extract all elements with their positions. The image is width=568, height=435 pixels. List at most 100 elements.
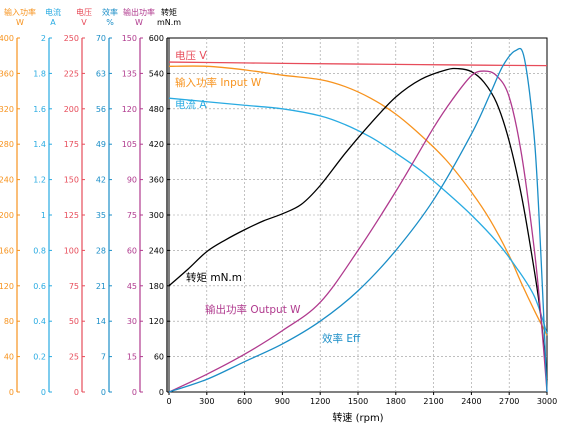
- y-tick-label-input_power: 80: [4, 317, 14, 326]
- y-tick-label-output_power: 105: [122, 140, 137, 149]
- y-tick-label-voltage: 175: [64, 140, 79, 149]
- y-tick-label-output_power: 30: [127, 317, 137, 326]
- y-axis-unit-voltage: V: [81, 18, 87, 27]
- y-tick-label-efficiency: 21: [96, 282, 106, 291]
- y-tick-label-voltage: 75: [69, 282, 79, 291]
- y-tick-label-efficiency: 49: [96, 140, 106, 149]
- y-tick-label-input_power: 320: [0, 105, 14, 114]
- y-tick-label-output_power: 15: [127, 353, 137, 362]
- series-annotation: 电流 A: [175, 98, 207, 111]
- y-tick-label-current: 0.6: [33, 282, 46, 291]
- y-tick-label-voltage: 100: [64, 246, 79, 255]
- x-tick-label: 2100: [423, 397, 443, 406]
- y-tick-label-efficiency: 7: [101, 353, 106, 362]
- series-line-voltage: [168, 61, 548, 67]
- y-tick-label-voltage: 225: [64, 69, 79, 78]
- y-tick-label-torque: 420: [149, 140, 164, 149]
- series-annotation: 转矩 mN.m: [186, 271, 242, 284]
- y-tick-label-current: 1.6: [33, 105, 46, 114]
- x-tick-label: 0: [166, 397, 171, 406]
- y-tick-label-efficiency: 35: [96, 211, 106, 220]
- y-tick-label-input_power: 120: [0, 282, 14, 291]
- y-tick-label-efficiency: 42: [96, 176, 106, 185]
- y-tick-label-torque: 600: [149, 34, 164, 43]
- y-tick-label-voltage: 200: [64, 105, 79, 114]
- series-line-torque: [168, 67, 548, 381]
- series-line-efficiency: [168, 47, 548, 393]
- y-axis-unit-current: A: [50, 18, 56, 27]
- series-line-current: [168, 97, 548, 334]
- x-tick-label: 900: [275, 397, 290, 406]
- y-tick-label-efficiency: 28: [96, 246, 106, 255]
- y-tick-label-current: 0.8: [33, 246, 46, 255]
- y-tick-label-current: 1.4: [33, 140, 46, 149]
- x-tick-label: 3000: [537, 397, 557, 406]
- y-axis-header-torque: 转矩: [161, 7, 177, 17]
- y-tick-label-output_power: 45: [127, 282, 137, 291]
- y-tick-label-input_power: 0: [9, 388, 14, 397]
- y-axis-header-efficiency: 效率: [102, 7, 118, 17]
- y-tick-label-input_power: 400: [0, 34, 14, 43]
- y-tick-label-current: 1.2: [33, 176, 46, 185]
- y-tick-label-current: 1.8: [33, 69, 46, 78]
- series-annotation: 输出功率 Output W: [205, 303, 301, 316]
- x-tick-label: 300: [199, 397, 214, 406]
- y-tick-label-output_power: 0: [132, 388, 137, 397]
- y-tick-label-torque: 300: [149, 211, 164, 220]
- y-tick-label-voltage: 125: [64, 211, 79, 220]
- y-tick-label-efficiency: 14: [96, 317, 106, 326]
- y-tick-label-efficiency: 0: [101, 388, 106, 397]
- y-tick-label-output_power: 120: [122, 105, 137, 114]
- y-tick-label-current: 1: [41, 211, 46, 220]
- y-tick-label-input_power: 40: [4, 353, 14, 362]
- x-tick-label: 600: [237, 397, 252, 406]
- y-tick-label-torque: 540: [149, 69, 164, 78]
- series-annotation: 输入功率 Input W: [175, 76, 262, 89]
- y-tick-label-output_power: 75: [127, 211, 137, 220]
- y-tick-label-voltage: 50: [69, 317, 79, 326]
- y-tick-label-voltage: 25: [69, 353, 79, 362]
- series-annotation: 电压 V: [175, 49, 207, 62]
- y-axis-unit-torque: mN.m: [157, 18, 181, 27]
- y-tick-label-voltage: 0: [74, 388, 79, 397]
- y-tick-label-input_power: 360: [0, 69, 14, 78]
- x-tick-label: 2700: [499, 397, 519, 406]
- x-axis-label: 转速 (rpm): [332, 411, 383, 424]
- y-tick-label-torque: 360: [149, 176, 164, 185]
- y-tick-label-output_power: 150: [122, 34, 137, 43]
- x-tick-label: 1200: [310, 397, 330, 406]
- y-tick-label-torque: 0: [159, 388, 164, 397]
- y-tick-label-output_power: 90: [127, 176, 137, 185]
- y-tick-label-torque: 120: [149, 317, 164, 326]
- y-axis-header-current: 电流: [45, 7, 61, 17]
- y-axis-header-output_power: 输出功率: [123, 7, 155, 17]
- y-tick-label-input_power: 240: [0, 176, 14, 185]
- y-tick-label-current: 2: [41, 34, 46, 43]
- series-line-input_power: [168, 65, 548, 336]
- y-axis-unit-output_power: W: [135, 18, 143, 27]
- y-tick-label-current: 0: [41, 388, 46, 397]
- y-tick-label-torque: 180: [149, 282, 164, 291]
- y-tick-label-input_power: 280: [0, 140, 14, 149]
- x-tick-label: 2400: [461, 397, 481, 406]
- y-tick-label-current: 0.2: [33, 353, 46, 362]
- y-tick-label-input_power: 160: [0, 246, 14, 255]
- y-tick-label-torque: 60: [154, 353, 164, 362]
- x-tick-label: 1500: [348, 397, 368, 406]
- y-tick-label-output_power: 135: [122, 69, 137, 78]
- y-axis-header-voltage: 电压: [76, 7, 92, 17]
- y-tick-label-output_power: 60: [127, 246, 137, 255]
- series-line-output_power: [168, 70, 548, 393]
- y-tick-label-voltage: 250: [64, 34, 79, 43]
- series-annotation: 效率 Eff: [322, 332, 361, 345]
- y-axis-unit-input_power: W: [16, 18, 24, 27]
- y-tick-label-torque: 480: [149, 105, 164, 114]
- y-tick-label-input_power: 200: [0, 211, 14, 220]
- x-tick-label: 1800: [386, 397, 406, 406]
- y-tick-label-efficiency: 56: [96, 105, 106, 114]
- y-tick-label-torque: 240: [149, 246, 164, 255]
- y-tick-label-voltage: 150: [64, 176, 79, 185]
- y-axis-header-input_power: 输入功率: [4, 7, 36, 17]
- y-tick-label-efficiency: 70: [96, 34, 106, 43]
